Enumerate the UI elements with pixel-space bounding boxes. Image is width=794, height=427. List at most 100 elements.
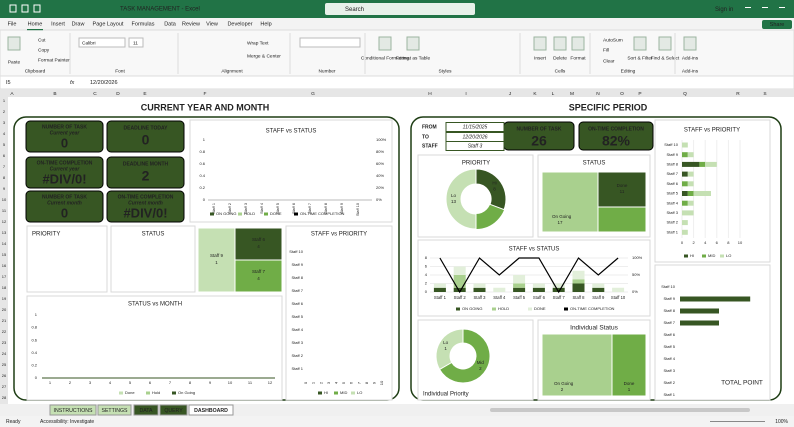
- legend-swatch: [351, 391, 355, 395]
- ribbon-button[interactable]: Conditional Formatting: [361, 55, 410, 61]
- chart-box: [189, 119, 393, 223]
- menu-tab[interactable]: File: [8, 21, 17, 27]
- x-tick-label: Staff 5: [276, 203, 280, 214]
- row-header: [0, 97, 8, 404]
- menu-tab[interactable]: Formulas: [132, 21, 155, 27]
- ribbon-button[interactable]: Paste: [8, 59, 21, 65]
- x-tick-label: Staff 1: [212, 203, 216, 214]
- row-label: 7: [3, 164, 6, 169]
- bar: [687, 171, 694, 177]
- x-tick-label: Staff 4: [493, 295, 506, 300]
- filter-label: TO: [422, 134, 429, 140]
- ribbon-button[interactable]: Wrap Text: [247, 40, 269, 46]
- kpi-label: DEADLINE MONTH: [123, 161, 169, 167]
- x-tick-label: 0: [681, 240, 684, 245]
- filter-value[interactable]: 11/15/2025: [463, 124, 488, 130]
- ribbon-icon: [633, 36, 647, 51]
- x-tick-label: Staff 4: [260, 203, 264, 214]
- sheet-tab[interactable]: SETTINGS: [102, 408, 128, 414]
- tile-name: Done: [617, 183, 628, 188]
- menu-tab[interactable]: Data: [164, 21, 177, 27]
- ribbon-button[interactable]: AutoSum: [603, 37, 623, 43]
- ribbon-group: Styles: [438, 68, 452, 74]
- menu-tab[interactable]: Page Layout: [93, 21, 124, 27]
- ribbon-button[interactable]: Add-ins: [682, 55, 699, 61]
- x-tick-label: Staff 6: [292, 203, 296, 214]
- ribbon-button[interactable]: Delete: [553, 55, 567, 61]
- ribbon-button[interactable]: Fill: [603, 47, 609, 53]
- legend-item: ON-TIME COMPLETION: [300, 211, 345, 216]
- legend-item: DONE: [534, 306, 546, 311]
- ribbon-group: Clipboard: [25, 68, 46, 74]
- x-tick-label: 10: [379, 380, 384, 385]
- ribbon-button[interactable]: Merge & Center: [247, 53, 281, 59]
- x-tick-label: 1: [49, 380, 52, 385]
- sheet-tab[interactable]: QUERY: [164, 408, 183, 414]
- name-box: I5: [6, 80, 11, 86]
- zoom-slider: [710, 421, 765, 422]
- x-tick-label: Staff 2: [454, 295, 467, 300]
- row-label: 18: [2, 285, 7, 290]
- tile-name: Done: [624, 381, 635, 386]
- ribbon-button[interactable]: Copy: [38, 47, 50, 53]
- row-label: 10: [2, 197, 7, 202]
- ribbon-button[interactable]: Format as Table: [396, 55, 431, 61]
- x-tick-label: Staff 7: [553, 295, 566, 300]
- filter-cell: [445, 122, 505, 132]
- chart-box: [654, 119, 771, 263]
- bar: [513, 287, 526, 292]
- menu-tab[interactable]: Home: [28, 21, 43, 27]
- ribbon-button[interactable]: Find & Select: [651, 55, 680, 61]
- ribbon-button[interactable]: Format: [570, 55, 586, 61]
- chart-box: [110, 225, 196, 293]
- donut-slice: [475, 168, 507, 211]
- ribbon-button[interactable]: Clear: [603, 58, 615, 64]
- legend-item: LO: [726, 253, 731, 258]
- ribbon-button[interactable]: Sort & Filter: [627, 55, 653, 61]
- sheet-tab: [159, 404, 188, 416]
- share[interactable]: Share: [770, 22, 785, 28]
- bar: [572, 283, 585, 292]
- bar: [532, 287, 545, 292]
- status-accessibility[interactable]: Accessibility: Investigate: [40, 419, 94, 425]
- y-tick-label: 4: [425, 272, 428, 277]
- menu-tab[interactable]: Review: [182, 21, 200, 27]
- kpi-sub: Current year: [50, 166, 81, 172]
- sheet-tab[interactable]: INSTRUCTIONS: [54, 408, 93, 414]
- sheet-tab[interactable]: DATA: [139, 408, 153, 414]
- y-tick-label: Staff 5: [664, 344, 676, 349]
- ribbon-button[interactable]: Calibri: [82, 40, 96, 46]
- filter-value[interactable]: Staff 3: [468, 143, 483, 149]
- y-tick-label: Staff 8: [292, 275, 304, 280]
- sign-in[interactable]: Sign in: [715, 7, 733, 13]
- row-label: 26: [2, 373, 7, 378]
- menu-tab[interactable]: Developer: [227, 21, 252, 27]
- ribbon-button[interactable]: Cut: [38, 37, 46, 43]
- y-tick-label: Staff 6: [667, 181, 679, 186]
- ribbon-button[interactable]: Format Painter: [38, 57, 70, 63]
- x-tick-label: Staff 3: [244, 203, 248, 214]
- y-tick-label: Staff 8: [664, 308, 676, 313]
- x-tick-label: 12: [268, 380, 273, 385]
- menu-tab[interactable]: Draw: [72, 21, 85, 27]
- x-tick-label: 8: [364, 381, 369, 384]
- menu-tab[interactable]: View: [206, 21, 218, 27]
- ribbon-button[interactable]: Insert: [534, 55, 547, 61]
- treemap-tile: [597, 206, 647, 233]
- sheet-tab[interactable]: DASHBOARD: [194, 408, 228, 414]
- ribbon-button[interactable]: 11: [133, 40, 138, 46]
- line: [439, 257, 619, 294]
- x-tick-label: 3: [89, 380, 92, 385]
- ribbon-group: Editing: [621, 68, 636, 74]
- filter-value[interactable]: 12/20/2026: [462, 134, 487, 140]
- column-header: [0, 89, 794, 97]
- search[interactable]: Search: [345, 7, 364, 13]
- tile-value: 2: [561, 387, 564, 392]
- menu-tab[interactable]: Insert: [51, 21, 65, 27]
- zoom: 100%: [775, 419, 788, 425]
- y-tick-label: Staff 7: [664, 320, 676, 325]
- menu-tab[interactable]: Help: [260, 21, 271, 27]
- treemap-tile: [197, 227, 236, 293]
- row-label: 4: [3, 131, 6, 136]
- column-label: K: [533, 91, 537, 97]
